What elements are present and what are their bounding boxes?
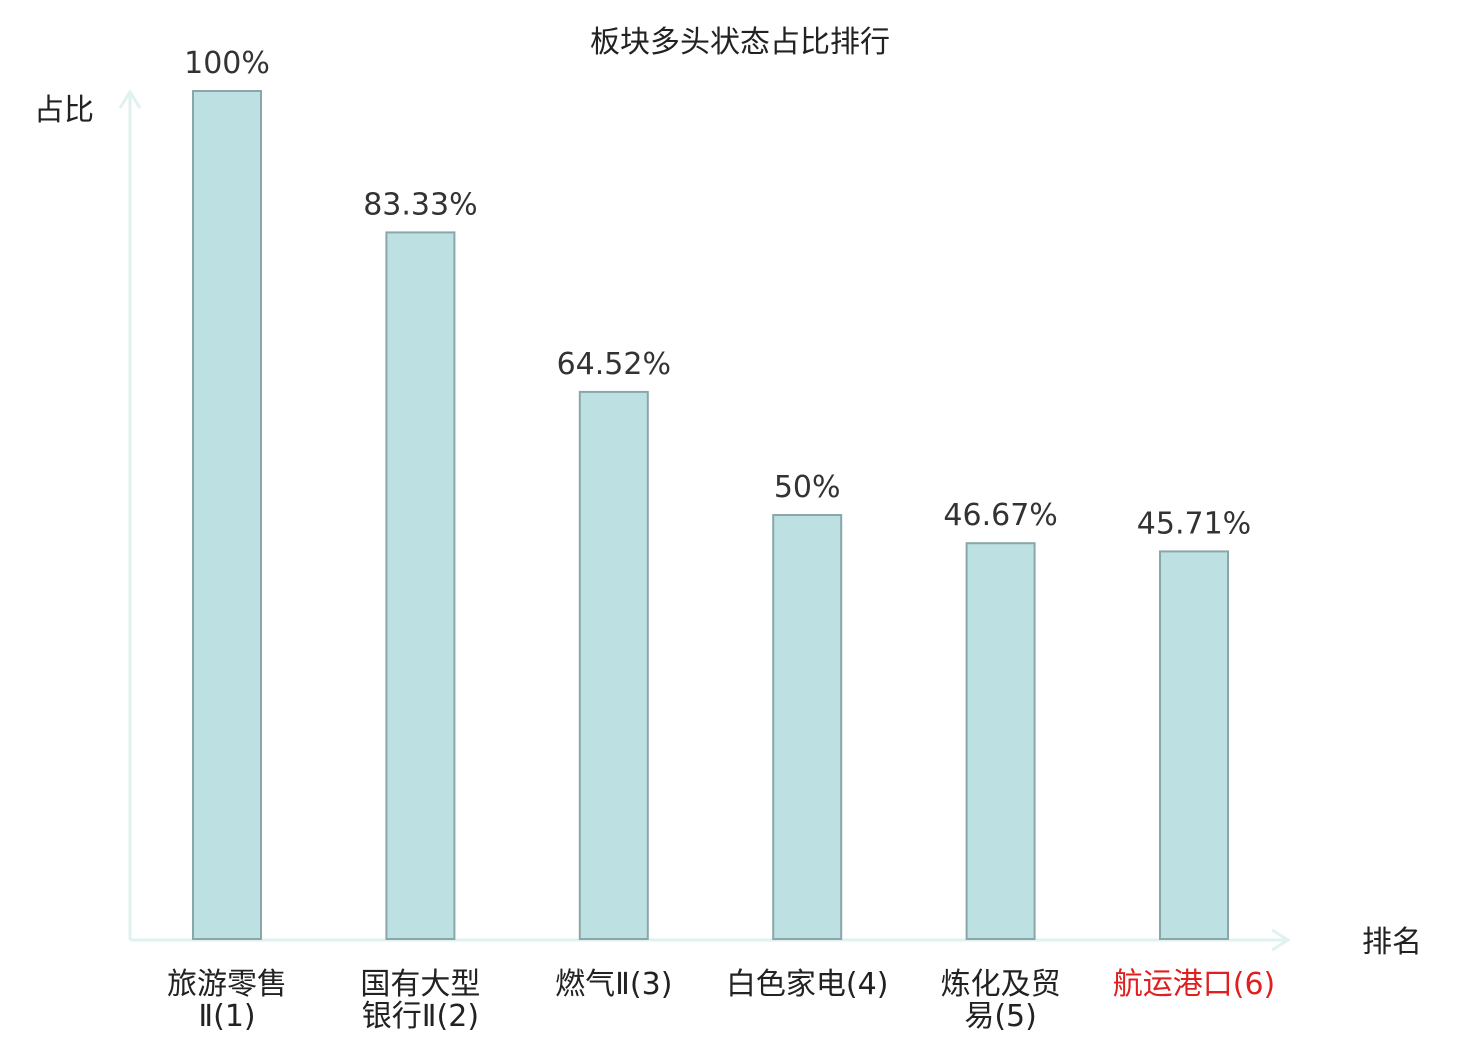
value-label-6: 45.71% [1137, 506, 1251, 541]
value-label-5: 46.67% [943, 498, 1057, 533]
category-label-line: 旅游零售 [167, 967, 287, 1002]
value-label-3: 64.52% [557, 347, 671, 382]
chart-title: 板块多头状态占比排行 [590, 25, 890, 60]
category-label-line: 航运港口(6) [1113, 967, 1276, 1002]
bar-4 [772, 514, 843, 940]
bar-6 [1159, 550, 1229, 941]
category-label-line: 易(5) [964, 999, 1037, 1034]
category-label-5: 炼化及贸易(5) [941, 967, 1061, 1034]
category-label-2: 国有大型银行Ⅱ(2) [360, 967, 480, 1034]
category-label-6: 航运港口(6) [1113, 967, 1276, 1002]
category-label-line: 燃气Ⅱ(3) [555, 967, 672, 1002]
value-label-1: 100% [184, 46, 270, 81]
bars [192, 90, 1229, 941]
x-axis-label: 排名 [1362, 925, 1422, 960]
y-axis-arrow-icon [118, 89, 142, 109]
value-label-4: 50% [774, 470, 841, 505]
x-axis-arrow-icon [1271, 928, 1291, 952]
axes [118, 89, 1291, 952]
bar-5 [965, 542, 1036, 940]
category-labels: 旅游零售 Ⅱ(1) 国有大型银行Ⅱ(2) 燃气Ⅱ(3) 白色家电(4) 炼化及贸易(5) 航… [167, 967, 1275, 1034]
category-label-4: 白色家电(4) [726, 967, 889, 1002]
bar-2 [385, 231, 456, 940]
category-label-line: 炼化及贸 [941, 967, 1061, 1002]
category-label-line: 银行Ⅱ(2) [362, 999, 479, 1034]
value-label-2: 83.33% [363, 187, 477, 222]
category-label-line: Ⅱ(1) [198, 999, 255, 1034]
bar-3 [578, 390, 649, 940]
category-label-line: 白色家电(4) [726, 967, 889, 1002]
category-label-line: 国有大型 [360, 967, 480, 1002]
y-axis-label: 占比 [34, 93, 94, 128]
category-label-1: 旅游零售 Ⅱ(1) [167, 967, 287, 1034]
category-label-3: 燃气Ⅱ(3) [555, 967, 672, 1002]
bar-1 [192, 90, 262, 940]
value-labels: 100% 83.33% 64.52% 50% 46.67% 45.71% [184, 46, 1251, 541]
